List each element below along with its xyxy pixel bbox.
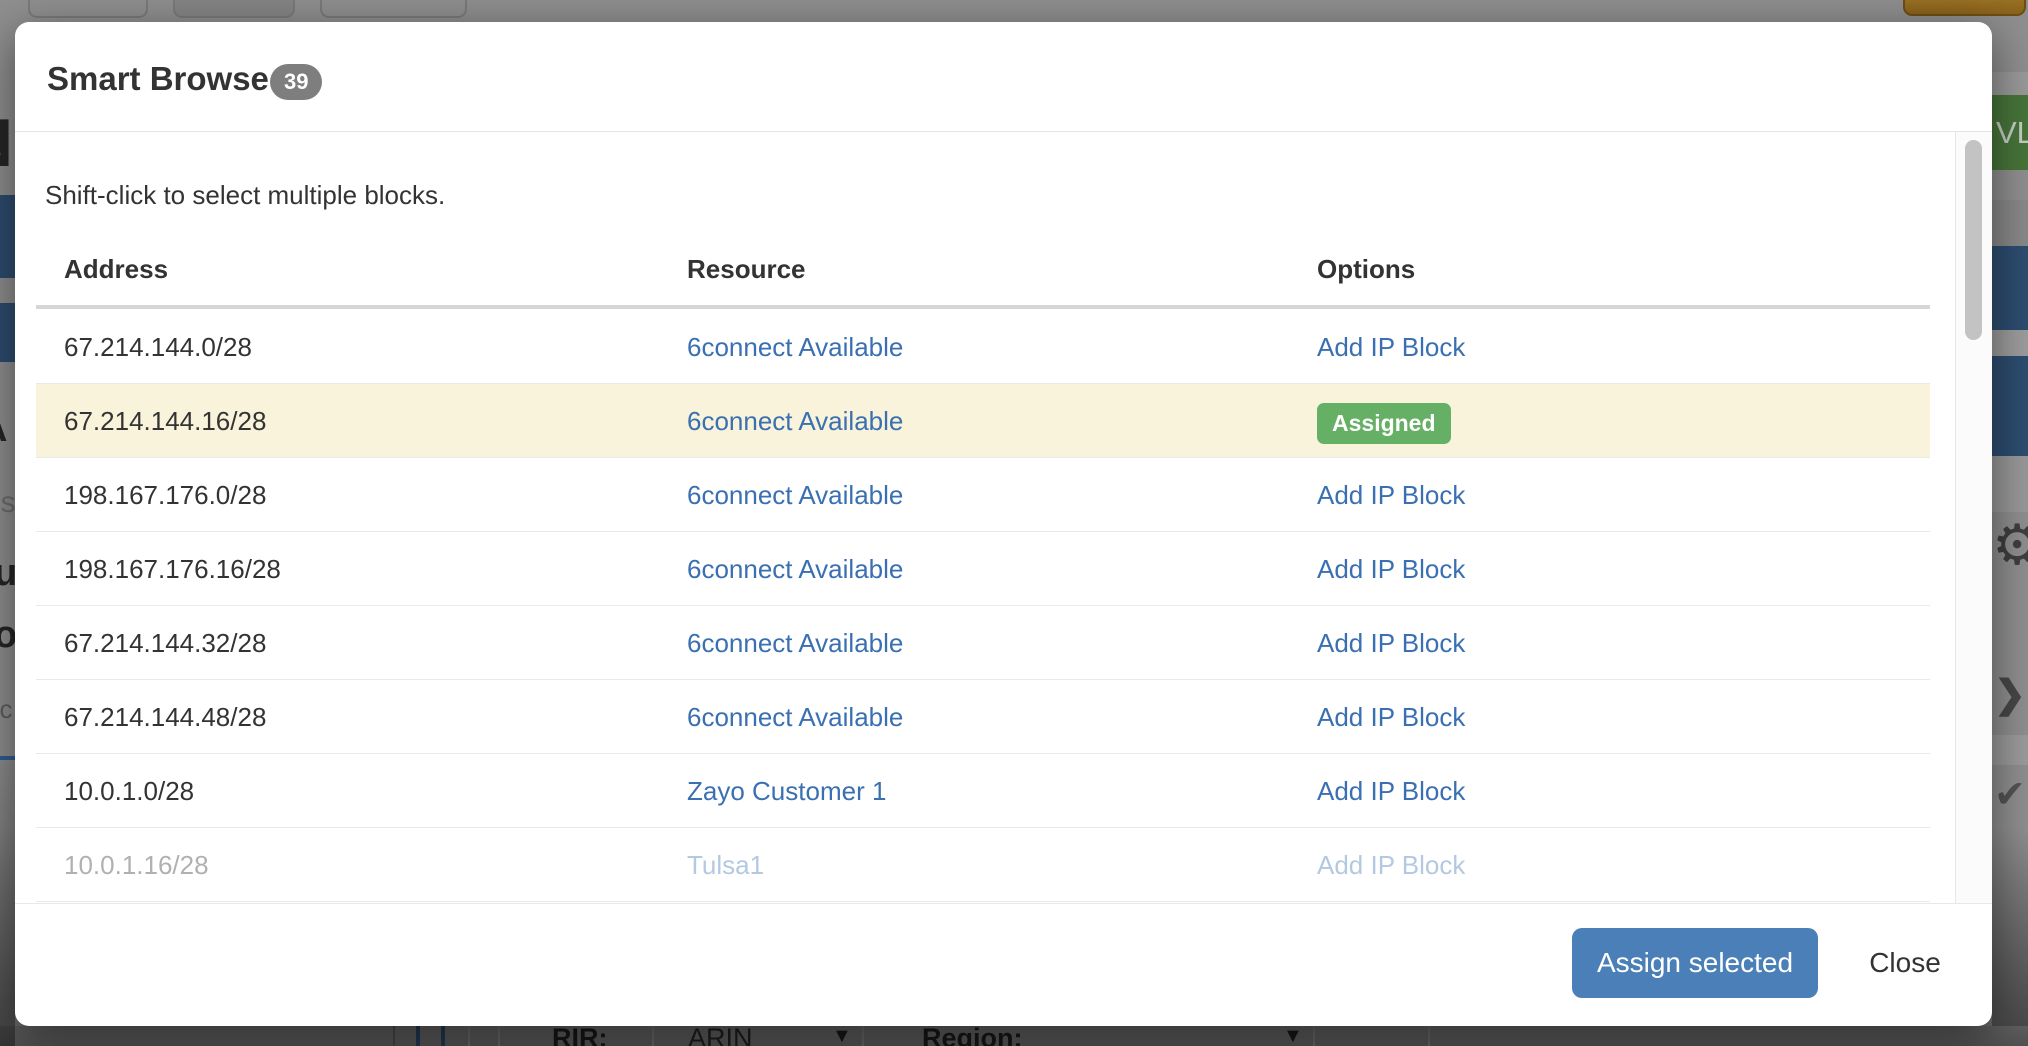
background-row bbox=[1992, 456, 2028, 512]
background-row bbox=[1992, 72, 2028, 95]
background-button-3 bbox=[320, 0, 467, 18]
background-right-edge: VL ⚙ ❯ ✔ bbox=[1992, 0, 2028, 1046]
background-column-border bbox=[416, 1026, 420, 1046]
background-column-border bbox=[441, 1026, 445, 1046]
background-column-border bbox=[498, 1026, 500, 1046]
background-column-border bbox=[1313, 1026, 1315, 1046]
background-button-1 bbox=[28, 0, 148, 18]
background-panel-border bbox=[0, 756, 15, 760]
background-label-fragment: o bbox=[0, 614, 15, 656]
close-button[interactable]: Close bbox=[1869, 947, 1941, 978]
rir-label: RIR: bbox=[552, 1026, 608, 1046]
column-header-options: Options bbox=[1317, 254, 1416, 284]
chevron-right-icon: ❯ bbox=[1994, 674, 2026, 716]
background-vlan-button: VL bbox=[1992, 95, 2028, 170]
background-orange-button bbox=[1903, 0, 2026, 16]
resource-link[interactable]: 6connect Available bbox=[687, 480, 904, 510]
region-dropdown-caret-icon: ▼ bbox=[1283, 1026, 1303, 1046]
smart-browse-dialog: Smart Browse 39 Shift-click to select mu… bbox=[15, 22, 1992, 1026]
cell-address: 67.214.144.16/28 bbox=[64, 406, 267, 436]
resource-link[interactable]: 6connect Available bbox=[687, 406, 904, 436]
background-bottom-form: RIR: ARIN ▼ Region: ▼ bbox=[0, 1026, 2028, 1046]
resource-link[interactable]: 6connect Available bbox=[687, 554, 904, 584]
option-link[interactable]: Add IP Block bbox=[1317, 628, 1466, 658]
rir-dropdown-caret-icon: ▼ bbox=[832, 1026, 852, 1046]
rir-dropdown-value: ARIN bbox=[688, 1026, 753, 1046]
background-row bbox=[1992, 330, 2028, 356]
table-row[interactable]: 10.0.1.0/28 Zayo Customer 1 Add IP Block bbox=[36, 754, 1930, 828]
gear-icon: ⚙ bbox=[1992, 513, 2028, 576]
assigned-badge: Assigned bbox=[1317, 402, 1451, 444]
footer-divider bbox=[15, 903, 1992, 904]
background-column-border bbox=[468, 1026, 470, 1046]
table-header-rule bbox=[36, 305, 1930, 309]
option-link[interactable]: Add IP Block bbox=[1317, 850, 1466, 880]
table-row[interactable]: 10.0.1.16/28 Tulsa1 Add IP Block bbox=[36, 828, 1930, 902]
background-row bbox=[1992, 200, 2028, 246]
background-heading-fragment: N bbox=[0, 104, 13, 182]
resource-link[interactable]: 6connect Available bbox=[687, 332, 904, 362]
option-link[interactable]: Add IP Block bbox=[1317, 554, 1466, 584]
cell-address: 67.214.144.48/28 bbox=[64, 702, 267, 732]
background-shade bbox=[1992, 830, 2028, 1046]
cell-address: 67.214.144.0/28 bbox=[64, 332, 252, 362]
background-blue-bar bbox=[0, 303, 15, 362]
resource-link[interactable]: Tulsa1 bbox=[687, 850, 765, 880]
background-column-border bbox=[862, 1026, 864, 1046]
background-blue-bar bbox=[1992, 246, 2028, 330]
background-column-border bbox=[393, 1026, 395, 1046]
cell-address: 10.0.1.0/28 bbox=[64, 776, 195, 806]
table-header: Address Resource Options bbox=[36, 254, 1930, 288]
option-link[interactable]: Add IP Block bbox=[1317, 480, 1466, 510]
option-link[interactable]: Add IP Block bbox=[1317, 702, 1466, 732]
multi-select-hint: Shift-click to select multiple blocks. bbox=[45, 180, 446, 210]
cell-address: 198.167.176.16/28 bbox=[64, 554, 281, 584]
background-label-fragment: A bbox=[0, 408, 7, 451]
background-column-border bbox=[652, 1026, 654, 1046]
background-label-fragment: u bbox=[0, 552, 15, 594]
dialog-title: Smart Browse bbox=[47, 60, 269, 97]
option-link[interactable]: Add IP Block bbox=[1317, 776, 1466, 806]
table-row[interactable]: 67.214.144.48/28 6connect Available Add … bbox=[36, 680, 1930, 754]
background-text-fragment: lic bbox=[0, 694, 13, 724]
table-row[interactable]: 198.167.176.16/28 6connect Available Add… bbox=[36, 532, 1930, 606]
background-button-2 bbox=[173, 0, 295, 18]
region-label: Region: bbox=[922, 1026, 1023, 1046]
resource-link[interactable]: 6connect Available bbox=[687, 702, 904, 732]
background-toolbar bbox=[0, 0, 2028, 22]
resource-link[interactable]: Zayo Customer 1 bbox=[687, 776, 887, 806]
header-divider bbox=[15, 131, 1992, 132]
table-row[interactable]: 198.167.176.0/28 6connect Available Add … bbox=[36, 458, 1930, 532]
scrollbar-track bbox=[1955, 132, 1992, 903]
table-row[interactable]: 67.214.144.16/28 6connect Available Assi… bbox=[36, 384, 1930, 458]
table-row[interactable]: 67.214.144.0/28 6connect Available Add I… bbox=[36, 310, 1930, 384]
assign-selected-button[interactable]: Assign selected bbox=[1572, 928, 1818, 998]
column-header-resource: Resource bbox=[687, 254, 806, 284]
block-count-badge: 39 bbox=[270, 64, 323, 100]
background-blue-bar bbox=[0, 195, 15, 278]
table-row[interactable]: 67.214.144.32/28 6connect Available Add … bbox=[36, 606, 1930, 680]
background-blue-bar bbox=[1992, 356, 2028, 456]
scrollbar-thumb[interactable] bbox=[1965, 140, 1982, 340]
background-text-fragment: ns bbox=[0, 486, 15, 519]
background-row bbox=[1992, 735, 2028, 765]
check-icon: ✔ bbox=[1994, 774, 2026, 816]
cell-address: 67.214.144.32/28 bbox=[64, 628, 267, 658]
resource-link[interactable]: 6connect Available bbox=[687, 628, 904, 658]
cell-address: 198.167.176.0/28 bbox=[64, 480, 267, 510]
cell-address: 10.0.1.16/28 bbox=[64, 850, 209, 880]
option-link[interactable]: Add IP Block bbox=[1317, 332, 1466, 362]
background-left-edge: N A ns u o lic bbox=[0, 0, 15, 1046]
background-column-border bbox=[1428, 1026, 1430, 1046]
table-rows: 67.214.144.0/28 6connect Available Add I… bbox=[36, 310, 1930, 904]
column-header-address: Address bbox=[64, 254, 169, 284]
